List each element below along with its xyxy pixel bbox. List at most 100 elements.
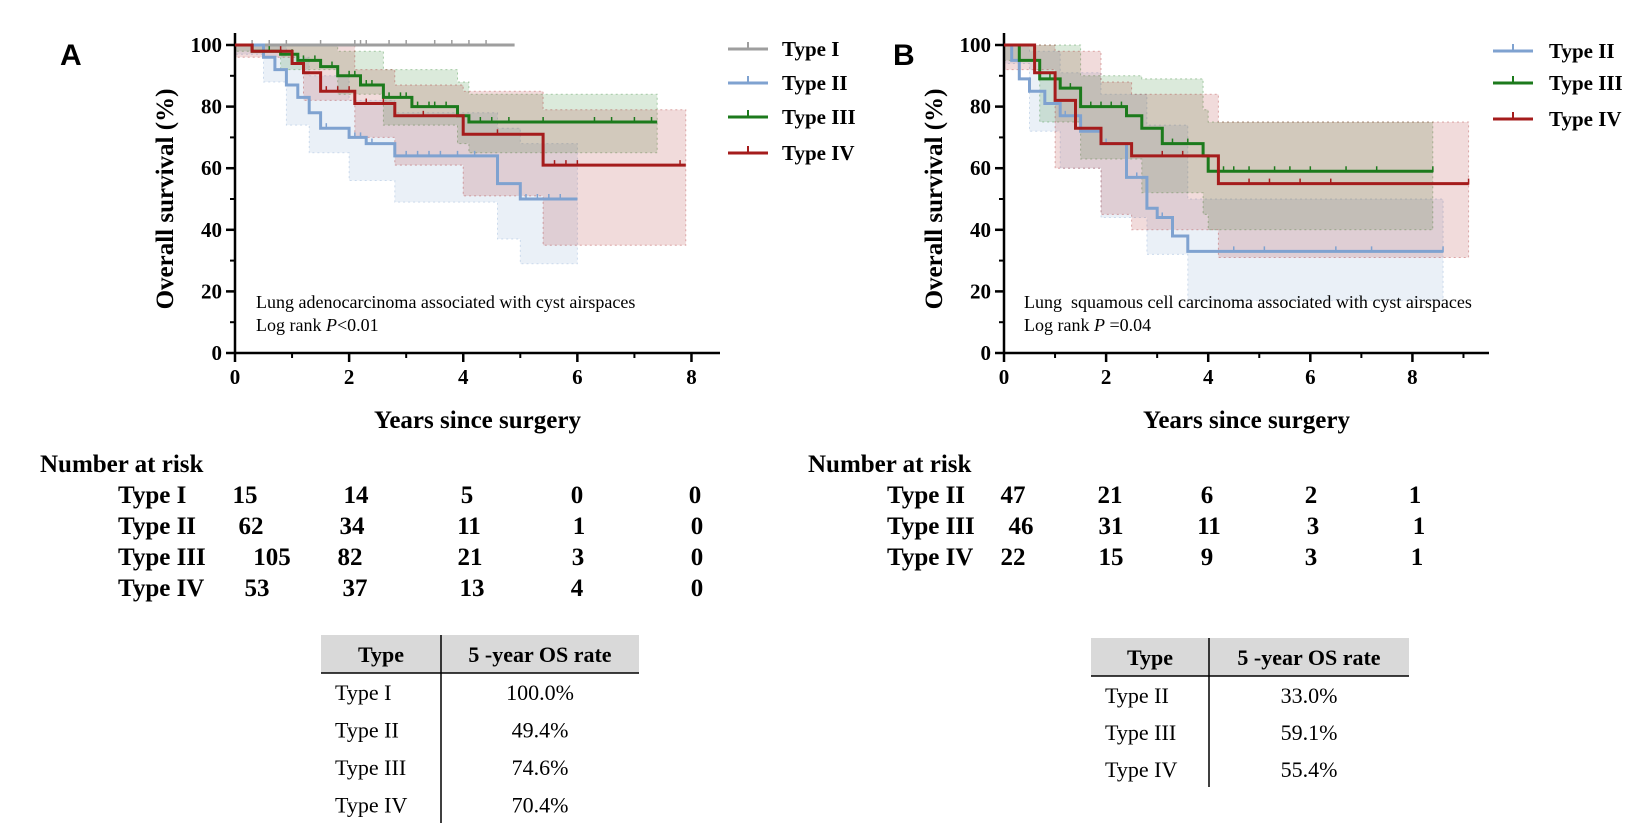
os-table-type-cell: Type II xyxy=(1105,683,1169,708)
os-table-header: Type xyxy=(1127,645,1173,670)
y-tick-label: 60 xyxy=(970,156,991,180)
legend-label-type-ii: Type II xyxy=(1549,39,1615,63)
risk-cell: 37 xyxy=(343,575,368,602)
x-tick-label: 4 xyxy=(458,365,469,389)
x-axis-label: Years since surgery xyxy=(1143,407,1350,434)
ci-band-type-iv xyxy=(234,44,687,246)
risk-cell: 15 xyxy=(233,482,258,509)
risk-cell: 62 xyxy=(239,513,264,540)
risk-row-label: Type IV xyxy=(887,544,973,571)
risk-cell: 0 xyxy=(691,513,704,540)
os-table-rate-cell: 70.4% xyxy=(512,793,569,818)
pvalue-prefix: Log rank xyxy=(256,315,326,335)
os-table-type-cell: Type III xyxy=(1105,720,1176,745)
ci-band-type-iv xyxy=(1003,44,1470,258)
risk-cell: 1 xyxy=(1411,544,1424,571)
os-table-type-cell: Type II xyxy=(335,718,399,743)
os-table-b: Type 5 -year OS rate Type II 33.0% Type III 5… xyxy=(1091,638,1409,787)
os-table-rate-cell: 33.0% xyxy=(1281,683,1338,708)
risk-cell: 21 xyxy=(1098,482,1123,509)
x-tick-label: 8 xyxy=(1407,365,1418,389)
risk-cell: 0 xyxy=(571,482,584,509)
risk-cell: 0 xyxy=(691,575,704,602)
x-tick-label: 6 xyxy=(1305,365,1316,389)
survival-line-type-ii xyxy=(235,43,578,201)
y-axis-label: Overall survival (%) xyxy=(921,89,948,310)
annotation-title: Lung squamous cell carcinoma associated … xyxy=(1024,292,1472,312)
risk-cell: 1 xyxy=(1409,482,1422,509)
os-table-rate-cell: 59.1% xyxy=(1281,720,1338,745)
pvalue-p: P xyxy=(1093,315,1105,335)
risk-cell: 22 xyxy=(1001,544,1026,571)
y-tick-label: 60 xyxy=(201,156,222,180)
risk-cell: 46 xyxy=(1009,513,1034,540)
risk-cell: 1 xyxy=(1413,513,1426,540)
x-tick-label: 0 xyxy=(999,365,1010,389)
risk-cell: 4 xyxy=(571,575,584,602)
y-tick-label: 100 xyxy=(960,33,992,57)
panel-b: B 0 20 40 60 80 100 0 2 4 6 8 Years since surgery Ove… xyxy=(893,33,1623,434)
risk-cell: 47 xyxy=(1001,482,1026,509)
risk-cell: 82 xyxy=(338,544,363,571)
pvalue-p: P xyxy=(325,315,337,335)
risk-cell: 1 xyxy=(573,513,586,540)
risk-cell: 3 xyxy=(572,544,585,571)
annotation-pvalue: Log rank P<0.01 xyxy=(256,315,379,335)
os-table-header: 5 -year OS rate xyxy=(468,642,611,667)
x-tick-label: 0 xyxy=(230,365,241,389)
os-table-rate-cell: 100.0% xyxy=(506,680,574,705)
risk-cell: 2 xyxy=(1305,482,1318,509)
risk-cell: 34 xyxy=(340,513,366,540)
risk-cell: 9 xyxy=(1201,544,1214,571)
panel-letter: A xyxy=(60,39,82,72)
y-tick-label: 100 xyxy=(191,33,223,57)
risk-table-title: Number at risk xyxy=(808,451,972,478)
x-tick-label: 2 xyxy=(1101,365,1112,389)
risk-row-label: Type II xyxy=(887,482,965,509)
y-tick-label: 80 xyxy=(970,95,991,119)
os-table-a: Type 5 -year OS rate Type I 100.0% Type II 49… xyxy=(321,635,639,823)
survival-line-type-iii xyxy=(1004,43,1433,173)
legend-label-type-iii: Type III xyxy=(1549,71,1623,95)
pvalue-prefix: Log rank xyxy=(1024,315,1094,335)
risk-cell: 13 xyxy=(460,575,485,602)
legend-label-type-i: Type I xyxy=(782,37,839,61)
y-axis-label: Overall survival (%) xyxy=(152,89,179,310)
x-tick-label: 8 xyxy=(686,365,697,389)
y-tick-label: 40 xyxy=(201,218,222,242)
risk-cell: 0 xyxy=(691,544,704,571)
os-table-type-cell: Type IV xyxy=(1105,757,1177,782)
os-table-header-bg xyxy=(1091,638,1409,676)
pvalue-suffix: =0.04 xyxy=(1105,315,1151,335)
ci-band-type-ii xyxy=(1003,44,1444,302)
legend-label-type-iii: Type III xyxy=(782,105,856,129)
x-tick-label: 2 xyxy=(344,365,355,389)
risk-table-title: Number at risk xyxy=(40,451,204,478)
risk-cell: 11 xyxy=(457,513,481,540)
risk-cell: 0 xyxy=(689,482,702,509)
legend-label-type-iv: Type IV xyxy=(1549,107,1622,131)
risk-cell: 53 xyxy=(245,575,270,602)
os-table-type-cell: Type III xyxy=(335,755,406,780)
panel-a: A 0 20 40 60 80 100 0 2 4 6 8 Years since surgery Ove… xyxy=(60,33,856,434)
os-table-type-cell: Type IV xyxy=(335,793,407,818)
ci-band-type-iii xyxy=(234,44,658,154)
x-tick-label: 4 xyxy=(1203,365,1214,389)
legend-label-type-iv: Type IV xyxy=(782,141,855,165)
survival-line-type-ii xyxy=(1004,43,1444,253)
risk-cell: 3 xyxy=(1307,513,1320,540)
risk-cell: 31 xyxy=(1099,513,1124,540)
risk-cell: 6 xyxy=(1201,482,1214,509)
os-table-type-cell: Type I xyxy=(335,680,392,705)
risk-cell: 105 xyxy=(253,544,291,571)
y-tick-label: 80 xyxy=(201,95,222,119)
risk-row-label: Type IV xyxy=(118,575,204,602)
os-table-rate-cell: 55.4% xyxy=(1281,757,1338,782)
pvalue-suffix: <0.01 xyxy=(337,315,379,335)
os-table-header-bg xyxy=(321,635,639,673)
y-tick-label: 20 xyxy=(970,279,991,303)
y-tick-label: 0 xyxy=(212,341,223,365)
risk-cell: 14 xyxy=(344,482,370,509)
risk-row-label: Type III xyxy=(118,544,206,571)
